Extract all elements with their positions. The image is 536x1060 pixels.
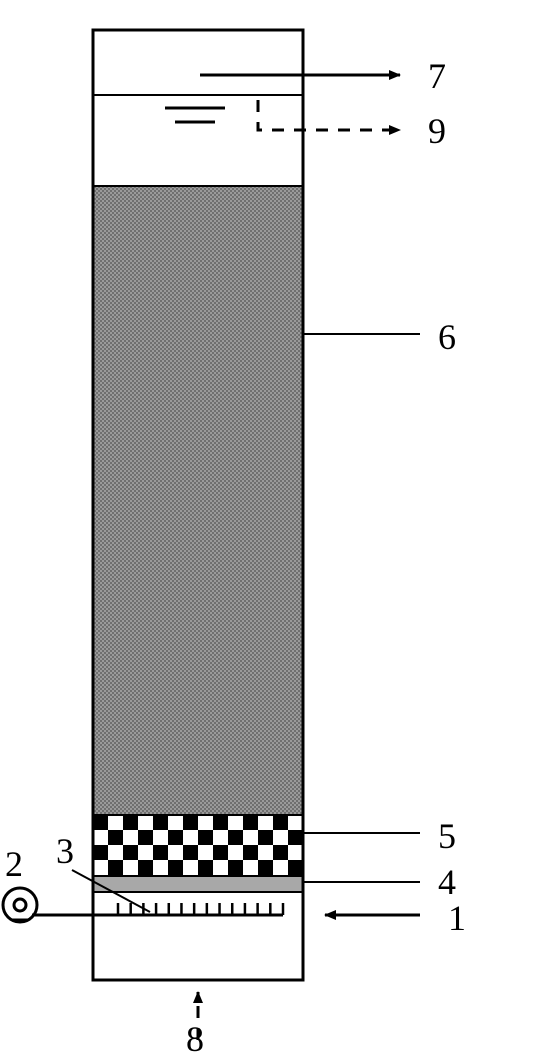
packed-bed-zone (93, 186, 303, 815)
label-4: 4 (438, 861, 456, 903)
label-5: 5 (438, 815, 456, 857)
label-3: 3 (56, 830, 74, 872)
sparger (32, 903, 283, 915)
label-6: 6 (438, 316, 456, 358)
label-1: 1 (448, 897, 466, 939)
label-9: 9 (428, 110, 446, 152)
pump-icon (3, 888, 37, 922)
arrow-9 (258, 100, 400, 130)
distributor-plate (93, 876, 303, 892)
label-2: 2 (5, 843, 23, 885)
label-7: 7 (428, 55, 446, 97)
checker-layer (93, 815, 303, 876)
label-8: 8 (186, 1018, 204, 1060)
